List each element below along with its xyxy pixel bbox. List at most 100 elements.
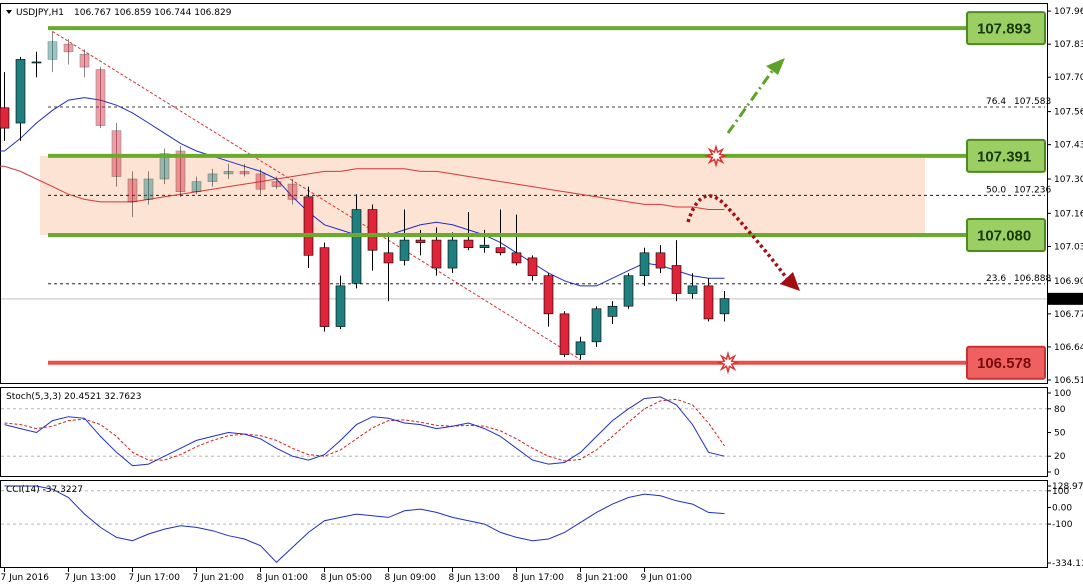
fib-level-label: 50.0 bbox=[986, 185, 1006, 195]
price-tick-label: 107.830 bbox=[1054, 40, 1083, 50]
candle-body bbox=[687, 285, 698, 294]
candle-body bbox=[175, 150, 186, 193]
stoch-tick-label: 50 bbox=[1054, 429, 1066, 439]
candle-body bbox=[79, 54, 90, 68]
price-tick-label: 107.565 bbox=[1054, 108, 1083, 118]
cci-tick-label: 128.971 bbox=[1052, 482, 1083, 492]
candle-body bbox=[479, 244, 490, 249]
candle-body bbox=[191, 181, 202, 193]
symbol-label: USDJPY,H1 bbox=[16, 8, 64, 18]
price-level-tag bbox=[966, 138, 1046, 173]
bullish-arrow-head bbox=[766, 58, 785, 75]
time-tick-label: 8 Jun 13:00 bbox=[449, 573, 501, 583]
candle-body bbox=[415, 239, 426, 243]
candle-body bbox=[703, 285, 714, 320]
candle-body bbox=[159, 153, 170, 180]
current-price-tag bbox=[1048, 292, 1083, 305]
candle-body bbox=[223, 171, 234, 175]
candle-body bbox=[143, 178, 154, 200]
price-level-tag bbox=[966, 217, 1046, 252]
price-tick-label: 107.035 bbox=[1054, 242, 1083, 252]
price-level-tag bbox=[966, 345, 1046, 380]
candle-body bbox=[511, 252, 522, 264]
price-tick-label: 106.640 bbox=[1054, 343, 1083, 353]
fib-level-label: 23.6 bbox=[986, 274, 1006, 284]
breakout-star-marker bbox=[704, 144, 728, 168]
time-tick-label: 8 Jun 05:00 bbox=[321, 573, 373, 583]
cci-tick-label: -334.11 bbox=[1052, 559, 1083, 569]
price-level-tag bbox=[966, 11, 1046, 46]
candle-body bbox=[95, 69, 106, 126]
price-level-tag-text: 107.080 bbox=[977, 227, 1031, 244]
candle-body bbox=[271, 181, 282, 187]
cci-line bbox=[4, 485, 725, 564]
price-level-tag-text: 106.578 bbox=[977, 355, 1031, 372]
time-tick-label: 7 Jun 13:00 bbox=[65, 573, 117, 583]
price-tick-label: 107.165 bbox=[1054, 209, 1083, 219]
target-star-marker bbox=[716, 350, 740, 375]
candle-body bbox=[63, 43, 74, 53]
candle-body bbox=[399, 239, 410, 261]
candle-body bbox=[591, 308, 602, 343]
stoch-title: Stoch(5,3,3) 20.4521 32.7623 bbox=[6, 392, 141, 402]
candle-body bbox=[367, 209, 378, 251]
price-tick-label: 106.770 bbox=[1054, 310, 1083, 320]
price-tick-label: 106.510 bbox=[1054, 376, 1083, 386]
candle-body bbox=[15, 59, 26, 124]
candle-body bbox=[0, 107, 10, 129]
candle-body bbox=[575, 341, 586, 355]
time-tick-label: 7 Jun 17:00 bbox=[129, 573, 181, 583]
time-tick-label: 8 Jun 17:00 bbox=[513, 573, 565, 583]
time-tick-label: 7 Jun 21:00 bbox=[193, 573, 245, 583]
price-tick-label: 107.300 bbox=[1054, 175, 1083, 185]
candle-body bbox=[47, 41, 58, 60]
candle-body bbox=[559, 313, 570, 355]
bearish-scenario-arrow bbox=[686, 194, 790, 282]
stoch-pane-frame bbox=[0, 387, 1048, 477]
candle-body bbox=[303, 196, 314, 256]
ohlc-values: 106.767 106.859 106.744 106.829 bbox=[74, 8, 232, 18]
time-tick-label: 7 Jun 2016 bbox=[1, 573, 50, 583]
candle-body bbox=[127, 178, 138, 203]
price-level-tag-text: 107.391 bbox=[977, 148, 1031, 165]
candle-body bbox=[463, 239, 474, 249]
candle-body bbox=[543, 275, 554, 315]
cci-tick-label: 100 bbox=[1052, 487, 1069, 497]
cci-title: CCI(14) -37.3227 bbox=[6, 485, 83, 495]
candle-body bbox=[671, 265, 682, 294]
fibonacci-trend-line bbox=[52, 31, 581, 361]
candle-body bbox=[655, 252, 666, 269]
price-level-tag-text: 107.893 bbox=[977, 21, 1031, 38]
candle-body bbox=[719, 298, 730, 315]
candle-body bbox=[527, 257, 538, 276]
fib-level-price: 107.236 bbox=[1014, 185, 1051, 195]
stoch-signal-line bbox=[4, 398, 725, 462]
candle-body bbox=[607, 305, 618, 317]
candle-body bbox=[287, 183, 298, 200]
stoch-tick-label: 0 bbox=[1054, 468, 1060, 478]
price-tick-label: 106.900 bbox=[1054, 277, 1083, 287]
candle-body bbox=[447, 239, 458, 269]
candle-body bbox=[335, 285, 346, 327]
cci-tick-label: -100 bbox=[1052, 520, 1073, 530]
candle-body bbox=[239, 171, 250, 175]
time-tick-label: 8 Jun 21:00 bbox=[577, 573, 629, 583]
fib-level-price: 106.888 bbox=[1014, 274, 1051, 284]
price-tick-label: 107.435 bbox=[1054, 141, 1083, 151]
time-tick-label: 8 Jun 09:00 bbox=[385, 573, 437, 583]
candle-body bbox=[255, 173, 266, 190]
bullish-scenario-arrow bbox=[726, 66, 777, 134]
candle-body bbox=[31, 61, 42, 64]
bearish-arrow-head bbox=[780, 272, 800, 291]
candle-body bbox=[207, 173, 218, 182]
symbol-dropdown-icon[interactable] bbox=[6, 10, 12, 14]
candle-body bbox=[639, 252, 650, 276]
candle-body bbox=[351, 209, 362, 284]
fib-level-label: 76.4 bbox=[986, 97, 1006, 107]
stoch-tick-label: 20 bbox=[1054, 452, 1066, 462]
time-tick-label: 8 Jun 01:00 bbox=[257, 573, 309, 583]
price-tick-label: 107.700 bbox=[1054, 73, 1083, 83]
fib-level-price: 107.583 bbox=[1014, 97, 1051, 107]
moving-average-slow bbox=[0, 165, 725, 210]
current-price-tag-text: 106.829 bbox=[1051, 295, 1083, 305]
